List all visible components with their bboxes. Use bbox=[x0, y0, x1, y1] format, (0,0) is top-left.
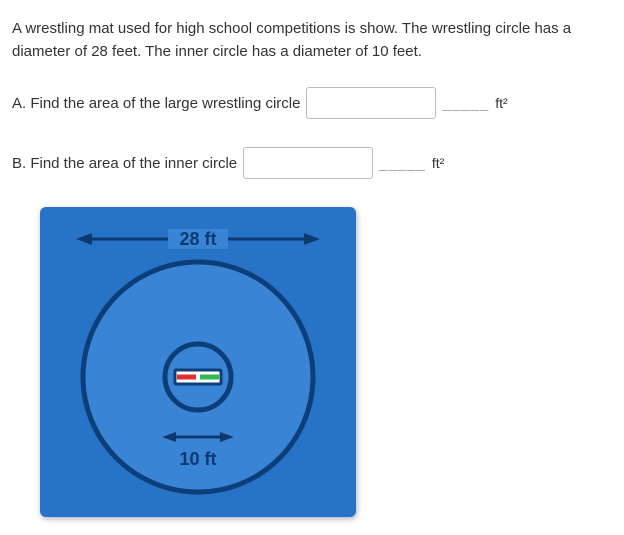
blank-a: _____ bbox=[442, 95, 489, 112]
problem-description: A wrestling mat used for high school com… bbox=[12, 18, 612, 63]
unit-a: ft² bbox=[495, 95, 507, 111]
inner-dimension-label: 10 ft bbox=[179, 449, 216, 469]
question-b-row: B. Find the area of the inner circle ___… bbox=[12, 147, 612, 179]
question-a-label: A. Find the area of the large wrestling … bbox=[12, 95, 300, 112]
answer-b-input[interactable] bbox=[243, 147, 373, 179]
answer-a-input[interactable] bbox=[306, 87, 436, 119]
unit-b: ft² bbox=[432, 155, 444, 171]
mat-square: 28 ft 10 ft bbox=[40, 207, 356, 517]
mat-svg: 28 ft 10 ft bbox=[40, 207, 356, 517]
question-a-row: A. Find the area of the large wrestling … bbox=[12, 87, 612, 119]
blank-b: _____ bbox=[379, 155, 426, 172]
wrestling-mat-diagram: 28 ft 10 ft bbox=[40, 207, 612, 517]
outer-dimension-label: 28 ft bbox=[179, 229, 216, 249]
question-b-label: B. Find the area of the inner circle bbox=[12, 155, 237, 172]
